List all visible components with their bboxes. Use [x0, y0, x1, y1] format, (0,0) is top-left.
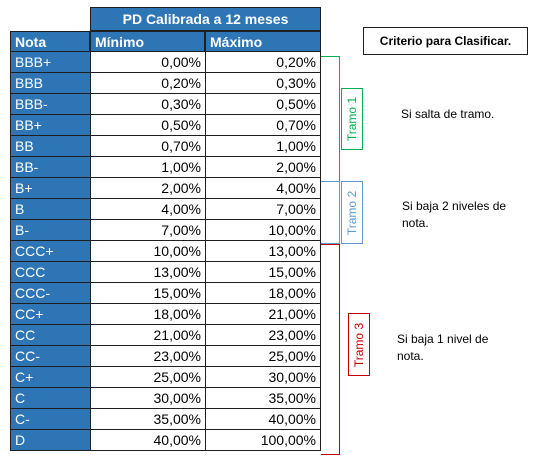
- tramo-2-note: Si baja 2 niveles de nota.: [402, 199, 507, 230]
- maximo-cell: 0,20%: [205, 52, 321, 73]
- tramo-3-label: Tramo 3: [348, 313, 370, 376]
- minimo-cell: 0,30%: [90, 94, 205, 115]
- maximo-cell: 7,00%: [205, 199, 321, 220]
- grade-cell: D: [10, 430, 90, 451]
- minimo-cell: 18,00%: [90, 304, 205, 325]
- table-row: B- 7,00% 10,00%: [10, 220, 321, 241]
- grade-cell: CC-: [10, 346, 90, 367]
- column-header-nota: Nota: [10, 31, 90, 52]
- table-row: BB+ 0,50% 0,70%: [10, 115, 321, 136]
- grade-cell: CC+: [10, 304, 90, 325]
- maximo-cell: 18,00%: [205, 283, 321, 304]
- table-row: CCC+ 10,00% 13,00%: [10, 241, 321, 262]
- minimo-cell: 4,00%: [90, 199, 205, 220]
- tramo-2-text: Tramo 2: [345, 190, 360, 235]
- grade-cell: CCC+: [10, 241, 90, 262]
- tramo-1-note: Si salta de tramo.: [401, 107, 495, 121]
- tramo-3-bracket: [321, 244, 340, 455]
- grade-cell: B-: [10, 220, 90, 241]
- minimo-cell: 0,00%: [90, 52, 205, 73]
- grade-cell: BBB: [10, 73, 90, 94]
- minimo-cell: 0,50%: [90, 115, 205, 136]
- grade-cell: BB-: [10, 157, 90, 178]
- maximo-cell: 2,00%: [205, 157, 321, 178]
- table-row: BBB+ 0,00% 0,20%: [10, 52, 321, 73]
- tramo-2-label: Tramo 2: [341, 181, 363, 244]
- minimo-cell: 2,00%: [90, 178, 205, 199]
- tramo-1-bracket: [321, 56, 340, 182]
- table-row: BBB 0,20% 0,30%: [10, 73, 321, 94]
- maximo-cell: 0,70%: [205, 115, 321, 136]
- maximo-cell: 0,30%: [205, 73, 321, 94]
- table-row: B 4,00% 7,00%: [10, 199, 321, 220]
- minimo-cell: 35,00%: [90, 409, 205, 430]
- grade-cell: BB+: [10, 115, 90, 136]
- maximo-cell: 100,00%: [205, 430, 321, 451]
- pd-table-title: PD Calibrada a 12 meses: [90, 7, 321, 31]
- maximo-cell: 30,00%: [205, 367, 321, 388]
- minimo-cell: 1,00%: [90, 157, 205, 178]
- table-row: BB- 1,00% 2,00%: [10, 157, 321, 178]
- table-row: CCC- 15,00% 18,00%: [10, 283, 321, 304]
- maximo-cell: 40,00%: [205, 409, 321, 430]
- maximo-cell: 1,00%: [205, 136, 321, 157]
- grade-cell: BBB+: [10, 52, 90, 73]
- table-row: C- 35,00% 40,00%: [10, 409, 321, 430]
- maximo-cell: 35,00%: [205, 388, 321, 409]
- criteria-title: Criterio para Clasificar.: [363, 27, 528, 55]
- maximo-cell: 10,00%: [205, 220, 321, 241]
- maximo-cell: 15,00%: [205, 262, 321, 283]
- grade-cell: BBB-: [10, 94, 90, 115]
- maximo-cell: 23,00%: [205, 325, 321, 346]
- table-row: BB 0,70% 1,00%: [10, 136, 321, 157]
- table-row: CCC 13,00% 15,00%: [10, 262, 321, 283]
- table-row: CC 21,00% 23,00%: [10, 325, 321, 346]
- table-row: BBB- 0,30% 0,50%: [10, 94, 321, 115]
- minimo-cell: 30,00%: [90, 388, 205, 409]
- tramo-1-label: Tramo 1: [341, 88, 363, 150]
- grade-cell: CCC-: [10, 283, 90, 304]
- minimo-cell: 25,00%: [90, 367, 205, 388]
- table-row: CC+ 18,00% 21,00%: [10, 304, 321, 325]
- grade-cell: C: [10, 388, 90, 409]
- minimo-cell: 21,00%: [90, 325, 205, 346]
- table-row: C+ 25,00% 30,00%: [10, 367, 321, 388]
- maximo-cell: 13,00%: [205, 241, 321, 262]
- grade-cell: CCC: [10, 262, 90, 283]
- tramo-3-text: Tramo 3: [352, 322, 367, 367]
- column-header-maximo: Máximo: [205, 31, 321, 52]
- minimo-cell: 13,00%: [90, 262, 205, 283]
- maximo-cell: 0,50%: [205, 94, 321, 115]
- minimo-cell: 10,00%: [90, 241, 205, 262]
- grade-cell: B: [10, 199, 90, 220]
- column-header-minimo: Mínimo: [90, 31, 205, 52]
- grade-cell: BB: [10, 136, 90, 157]
- grade-cell: C-: [10, 409, 90, 430]
- minimo-cell: 7,00%: [90, 220, 205, 241]
- minimo-cell: 40,00%: [90, 430, 205, 451]
- table-row: D 40,00% 100,00%: [10, 430, 321, 451]
- maximo-cell: 25,00%: [205, 346, 321, 367]
- rating-table: BBB+ 0,00% 0,20% BBB 0,20% 0,30% BBB- 0,30% 0,50…: [10, 52, 321, 451]
- grade-cell: C+: [10, 367, 90, 388]
- grade-cell: CC: [10, 325, 90, 346]
- tramo-3-note: Si baja 1 nivel de nota.: [397, 332, 489, 363]
- tramo-2-bracket: [321, 181, 340, 244]
- table-row: B+ 2,00% 4,00%: [10, 178, 321, 199]
- minimo-cell: 15,00%: [90, 283, 205, 304]
- maximo-cell: 21,00%: [205, 304, 321, 325]
- table-row: CC- 23,00% 25,00%: [10, 346, 321, 367]
- minimo-cell: 0,70%: [90, 136, 205, 157]
- table-row: C 30,00% 35,00%: [10, 388, 321, 409]
- grade-cell: B+: [10, 178, 90, 199]
- maximo-cell: 4,00%: [205, 178, 321, 199]
- tramo-1-text: Tramo 1: [345, 96, 360, 142]
- minimo-cell: 23,00%: [90, 346, 205, 367]
- minimo-cell: 0,20%: [90, 73, 205, 94]
